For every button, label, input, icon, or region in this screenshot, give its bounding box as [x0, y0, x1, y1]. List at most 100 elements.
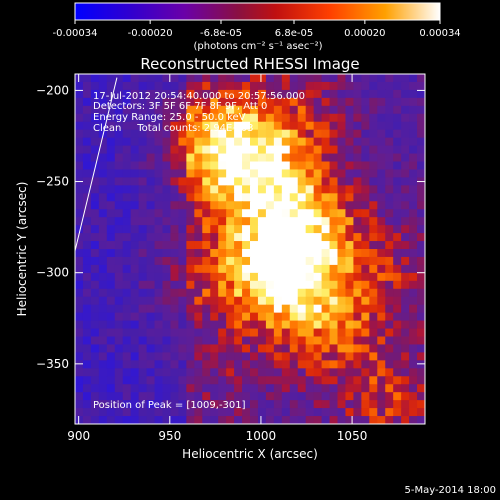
- heatmap-cell: [242, 161, 251, 171]
- heatmap-cell: [90, 368, 100, 377]
- heatmap-cell: [162, 416, 172, 424]
- heatmap-cell: [353, 392, 362, 401]
- heatmap-cell: [281, 392, 291, 401]
- heatmap-cell: [329, 280, 339, 290]
- heatmap-cell: [202, 153, 211, 163]
- heatmap-cell: [82, 74, 92, 83]
- heatmap-cell: [130, 320, 140, 330]
- heatmap-cell: [353, 153, 362, 163]
- heatmap-cell: [337, 352, 347, 361]
- heatmap-cell: [75, 264, 84, 274]
- heatmap-cell: [409, 241, 418, 250]
- heatmap-cell: [106, 225, 116, 234]
- heatmap-cell: [265, 312, 275, 322]
- heatmap-cell: [273, 384, 283, 393]
- heatmap-cell: [106, 360, 116, 369]
- heatmap-cell: [210, 304, 219, 314]
- heatmap-cell: [75, 360, 84, 369]
- heatmap-cell: [202, 81, 211, 91]
- heatmap-cell: [138, 320, 148, 330]
- heatmap-cell: [289, 344, 299, 353]
- heatmap-cell: [138, 288, 148, 298]
- heatmap-cell: [369, 74, 378, 83]
- heatmap-cell: [273, 352, 283, 361]
- heatmap-cell: [106, 137, 116, 147]
- heatmap-cell: [393, 105, 402, 115]
- heatmap-cell: [138, 280, 148, 290]
- heatmap-cell: [170, 280, 179, 290]
- heatmap-cell: [305, 296, 315, 306]
- heatmap-cell: [297, 81, 307, 91]
- heatmap-cell: [226, 280, 235, 290]
- heatmap-cell: [369, 280, 378, 290]
- heatmap-cell: [417, 264, 425, 274]
- heatmap-cell: [369, 153, 378, 163]
- heatmap-cell: [273, 296, 283, 306]
- heatmap-cell: [417, 320, 425, 330]
- heatmap-cell: [90, 344, 100, 353]
- heatmap-cell: [90, 193, 100, 202]
- heatmap-cell: [146, 81, 156, 91]
- heatmap-cell: [234, 392, 243, 401]
- heatmap-cell: [353, 376, 362, 385]
- heatmap-cell: [273, 312, 283, 322]
- heatmap-cell: [210, 153, 219, 163]
- heatmap-cell: [409, 209, 418, 218]
- heatmap-cell: [329, 185, 339, 194]
- heatmap-cell: [114, 137, 124, 147]
- heatmap-cell: [297, 288, 307, 298]
- heatmap-cell: [393, 153, 402, 163]
- heatmap-cell: [345, 256, 354, 266]
- heatmap-cell: [162, 264, 172, 274]
- heatmap-cell: [329, 384, 339, 393]
- heatmap-cell: [130, 217, 140, 226]
- heatmap-cell: [369, 105, 378, 115]
- heatmap-cell: [297, 296, 307, 306]
- heatmap-cell: [393, 201, 402, 210]
- annotation-clean: Clean Total counts: 2.94E+03: [93, 123, 253, 134]
- heatmap-cell: [401, 185, 410, 194]
- heatmap-cell: [313, 225, 323, 234]
- heatmap-cell: [321, 360, 331, 369]
- heatmap-cell: [353, 400, 362, 409]
- heatmap-cell: [393, 209, 402, 218]
- heatmap-cell: [281, 129, 291, 139]
- heatmap-cell: [385, 74, 394, 83]
- heatmap-cell: [409, 336, 418, 346]
- heatmap-cell: [138, 272, 148, 282]
- heatmap-cell: [130, 241, 140, 250]
- heatmap-cell: [75, 137, 84, 147]
- heatmap-cell: [385, 320, 394, 330]
- heatmap-cell: [226, 89, 235, 99]
- heatmap-cell: [385, 352, 394, 361]
- heatmap-cell: [122, 97, 132, 107]
- heatmap-cell: [82, 352, 92, 361]
- heatmap-cell: [265, 74, 275, 83]
- heatmap-cell: [146, 145, 156, 155]
- heatmap-cell: [361, 153, 370, 163]
- heatmap-cell: [242, 256, 251, 266]
- heatmap-cell: [202, 392, 211, 401]
- heatmap-cell: [337, 336, 347, 346]
- heatmap-cell: [130, 137, 140, 147]
- heatmap-cell: [313, 376, 323, 385]
- heatmap-cell: [130, 400, 140, 409]
- heatmap-cell: [353, 74, 362, 83]
- heatmap-cell: [385, 264, 394, 274]
- heatmap-cell: [122, 177, 132, 186]
- heatmap-cell: [202, 416, 211, 424]
- heatmap-cell: [409, 280, 418, 290]
- heatmap-cell: [146, 384, 156, 393]
- heatmap-cell: [313, 320, 323, 330]
- heatmap-cell: [178, 145, 187, 155]
- heatmap-cell: [337, 113, 347, 123]
- heatmap-cell: [409, 161, 418, 171]
- heatmap-cell: [297, 416, 307, 424]
- heatmap-cell: [130, 74, 140, 83]
- heatmap-cell: [409, 400, 418, 409]
- heatmap-cell: [337, 360, 347, 369]
- heatmap-cell: [194, 408, 203, 417]
- heatmap-cell: [257, 288, 267, 298]
- heatmap-cell: [154, 368, 164, 377]
- heatmap-cell: [329, 81, 339, 91]
